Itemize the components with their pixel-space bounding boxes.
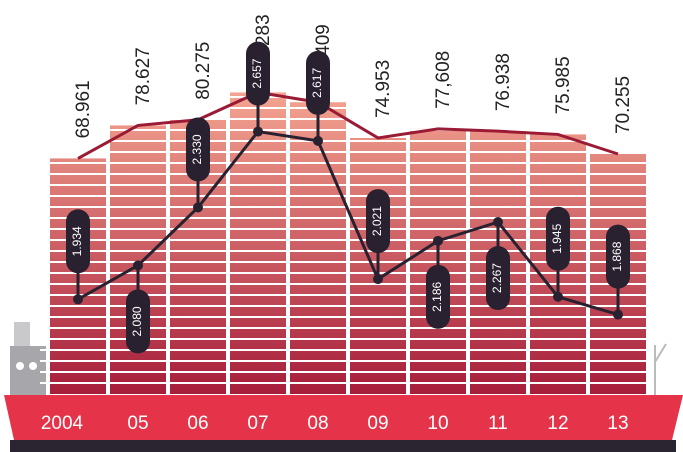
point (373, 274, 383, 285)
pill (186, 117, 210, 182)
point-value-label: 2.186 (430, 282, 444, 312)
ship (4, 322, 683, 452)
pill (306, 50, 330, 115)
point (73, 294, 83, 305)
bar (110, 125, 166, 395)
x-tick-label: 11 (488, 413, 508, 434)
point (553, 291, 563, 302)
point (433, 235, 443, 246)
point (133, 260, 143, 271)
point-value-label: 2.657 (250, 58, 264, 88)
point-value-label: 2.617 (310, 68, 324, 98)
point-value-label: 2.267 (490, 263, 504, 293)
point-value-label: 1.945 (550, 223, 564, 253)
pill (606, 224, 630, 289)
bar-value-label: 70.255 (613, 76, 634, 134)
bar-value-label: 76.938 (493, 53, 514, 111)
bar-value-label: 75.985 (553, 56, 574, 114)
line (77, 90, 619, 160)
point-value-label: 1.934 (70, 226, 84, 256)
x-tick-label: 2004 (41, 413, 84, 434)
point-value-label: 1.868 (610, 241, 624, 271)
x-tick-label: 06 (187, 413, 208, 434)
x-tick-label: 13 (607, 413, 628, 434)
x-tick-label: 10 (427, 413, 448, 434)
pill (66, 209, 90, 274)
bar-value-label: 74.953 (373, 60, 394, 118)
pill (546, 206, 570, 271)
pill (366, 189, 390, 254)
bar-value-label: 78.627 (133, 47, 154, 105)
bar-value-label: 68.961 (73, 80, 94, 138)
x-tick-label: 08 (307, 413, 328, 434)
pill (426, 264, 450, 329)
point (253, 126, 263, 137)
point (193, 202, 203, 213)
x-tick-label: 09 (367, 413, 388, 434)
pill (486, 246, 510, 311)
point-value-label: 2.021 (370, 206, 384, 236)
point (613, 309, 623, 320)
point (493, 217, 503, 228)
pill (126, 289, 150, 354)
line (77, 129, 619, 317)
point-value-label: 2.080 (130, 306, 144, 336)
x-tick-label: 12 (547, 413, 568, 434)
pill (246, 41, 270, 106)
bar (290, 102, 346, 394)
point-value-label: 2.330 (190, 134, 204, 164)
bar-value-label: 77,608 (433, 51, 454, 109)
x-tick-label: 05 (127, 413, 148, 434)
bar (230, 92, 286, 395)
x-tick-label: 07 (247, 413, 268, 434)
point (313, 135, 323, 146)
bar-value-label: 80.275 (193, 42, 214, 100)
